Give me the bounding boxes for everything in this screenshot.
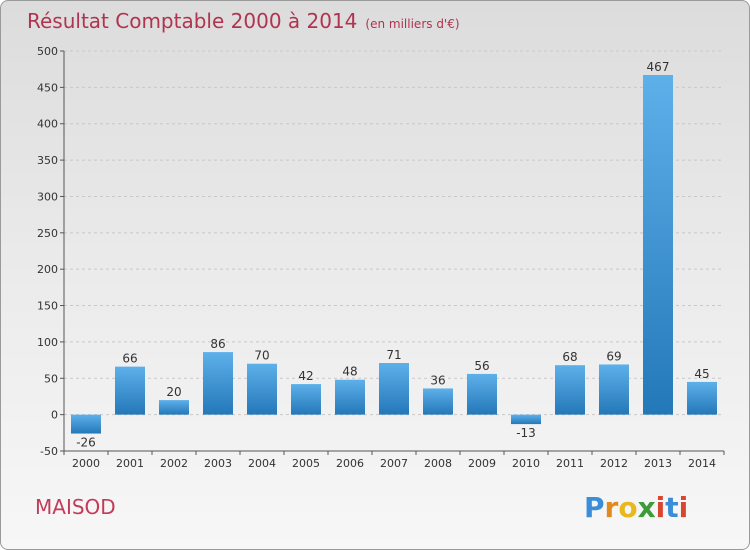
- bar: [203, 352, 233, 415]
- data-label: 66: [122, 352, 137, 366]
- y-tick-label: 250: [37, 227, 58, 240]
- data-label: -13: [516, 426, 536, 440]
- y-tick-label: 200: [37, 263, 58, 276]
- logo-letter: i: [655, 491, 666, 524]
- bars: [71, 75, 717, 434]
- bar: [71, 414, 101, 434]
- y-tick-label: 350: [37, 154, 58, 167]
- data-label: 69: [606, 349, 621, 363]
- bar: [555, 365, 585, 415]
- logo-letter: r: [604, 491, 619, 524]
- data-label: 70: [254, 349, 269, 363]
- commune-name: MAISOD: [35, 495, 116, 519]
- chart-title: Résultat Comptable 2000 à 2014 (en millie…: [27, 9, 460, 33]
- bar: [291, 384, 321, 415]
- data-label: 42: [298, 369, 313, 383]
- chart-subtitle: (en milliers d'€): [365, 17, 460, 31]
- x-tick-label: 2014: [688, 457, 716, 470]
- x-tick-label: 2008: [424, 457, 452, 470]
- data-labels: -26 66 20 86 70 42 48 71 36 56 -13 68 69 467 45: [76, 60, 709, 450]
- y-tick-label: 400: [37, 118, 58, 131]
- x-tick-label: 2002: [160, 457, 188, 470]
- logo-letter: P: [584, 491, 605, 524]
- data-label: 467: [647, 60, 670, 74]
- data-label: 71: [386, 348, 401, 362]
- data-label: -26: [76, 436, 96, 450]
- y-tick-label: 150: [37, 300, 58, 313]
- bar: [159, 400, 189, 415]
- bar: [379, 363, 409, 415]
- y-tick-label: 0: [51, 409, 58, 422]
- bar: [467, 373, 497, 415]
- bar: [687, 381, 717, 415]
- x-tick-label: 2000: [72, 457, 100, 470]
- x-tick-label: 2013: [644, 457, 672, 470]
- logo-letter: i: [678, 491, 689, 524]
- data-label: 86: [210, 337, 225, 351]
- x-tick-label: 2004: [248, 457, 276, 470]
- x-tick-label: 2001: [116, 457, 144, 470]
- data-label: 36: [430, 373, 445, 387]
- logo-letter: o: [618, 491, 638, 524]
- x-tick-label: 2009: [468, 457, 496, 470]
- axes: -50 0 50 100 150 200 250 300 350 400 450 500 2000 200…: [37, 45, 725, 470]
- bar: [247, 363, 277, 415]
- bar: [423, 388, 453, 415]
- x-tick-label: 2012: [600, 457, 628, 470]
- chart-title-text: Résultat Comptable 2000 à 2014: [27, 9, 358, 33]
- y-tick-label: 50: [44, 372, 58, 385]
- x-tick-label: 2006: [336, 457, 364, 470]
- y-tick-label: -50: [40, 445, 58, 458]
- bar: [115, 366, 145, 415]
- proxiti-logo[interactable]: Proxiti: [584, 491, 688, 524]
- y-tick-label: 100: [37, 336, 58, 349]
- bar: [643, 75, 673, 415]
- bar: [511, 414, 541, 425]
- x-tick-label: 2010: [512, 457, 540, 470]
- data-label: 68: [562, 350, 577, 364]
- data-label: 56: [474, 359, 489, 373]
- logo-letter: t: [665, 491, 679, 524]
- bar: [335, 379, 365, 415]
- data-label: 48: [342, 365, 357, 379]
- data-label: 45: [694, 367, 709, 381]
- data-label: 20: [166, 385, 181, 399]
- x-tick-label: 2003: [204, 457, 232, 470]
- x-tick-label: 2007: [380, 457, 408, 470]
- x-tick-label: 2005: [292, 457, 320, 470]
- y-tick-label: 500: [37, 45, 58, 58]
- y-tick-label: 300: [37, 190, 58, 203]
- y-tick-label: 450: [37, 81, 58, 94]
- x-tick-label: 2011: [556, 457, 584, 470]
- logo-letter: x: [637, 491, 656, 524]
- bar: [599, 364, 629, 415]
